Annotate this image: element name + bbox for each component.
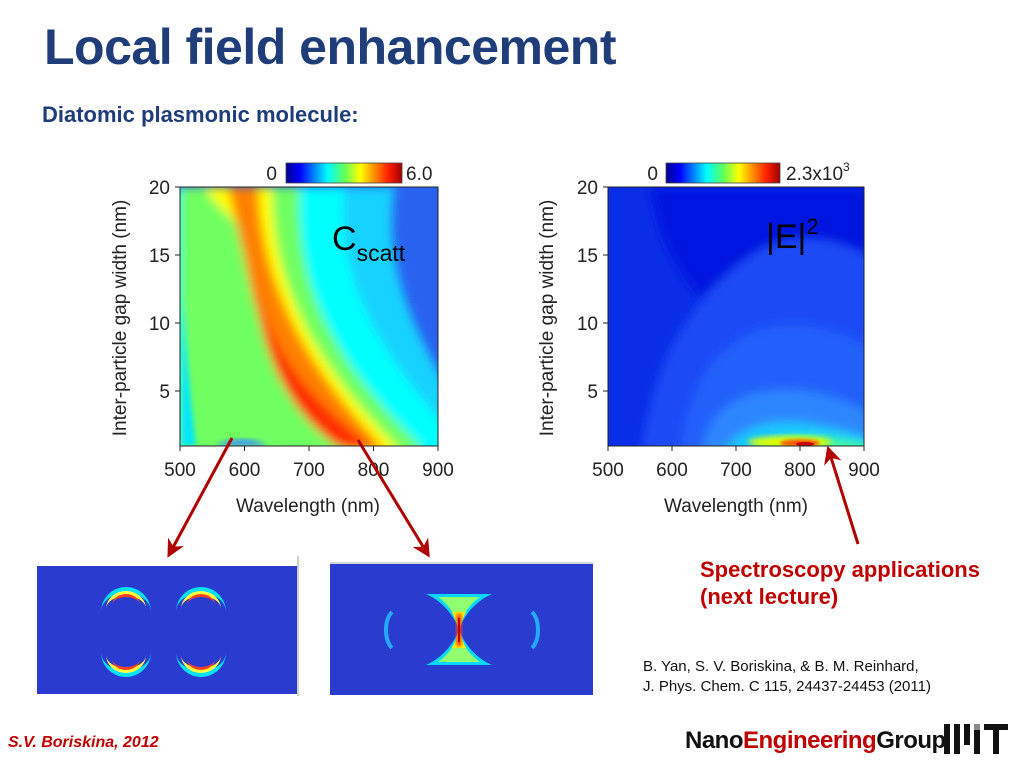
cscatt-xtick: 700 xyxy=(293,460,325,481)
citation: B. Yan, S. V. Boriskina, & B. M. Reinhar… xyxy=(643,657,931,697)
cscatt-colorbar xyxy=(285,162,403,184)
group-wordmark-engineering: Engineering xyxy=(743,727,877,754)
crescent-bottom-left xyxy=(101,652,151,677)
field-xtick: 900 xyxy=(848,460,880,481)
cscatt-ylabel: Inter-particle gap width (nm) xyxy=(110,200,131,437)
cscatt-colorbar-min: 0 xyxy=(266,164,277,185)
arrow-to-crescent-map xyxy=(167,437,234,558)
field-plot-area xyxy=(608,187,864,446)
field-xlabel: Wavelength (nm) xyxy=(664,496,808,517)
group-wordmark-nano: Nano xyxy=(685,727,744,754)
field-colorbar-max: 2.3x103 xyxy=(786,160,850,185)
cscatt-ytick: 10 xyxy=(149,314,170,335)
arrow-to-field-hotspot xyxy=(824,445,860,545)
field-colorbar-max-base: 2.3x10 xyxy=(786,164,843,185)
field-colorbar-max-exp: 3 xyxy=(843,160,850,174)
field-ylabel: Inter-particle gap width (nm) xyxy=(537,200,558,437)
cscatt-xtick: 900 xyxy=(422,460,454,481)
field-heatmap: 500 600 700 800 900 5 10 15 20 Wavelengt… xyxy=(537,160,880,517)
field-colorbar-min: 0 xyxy=(647,164,658,185)
cscatt-xtick: 500 xyxy=(164,460,196,481)
field-title-sup: 2 xyxy=(806,214,818,239)
field-xtick: 500 xyxy=(592,460,624,481)
nearfield-map-gap xyxy=(330,562,593,695)
cscatt-colorbar-max: 6.0 xyxy=(406,164,432,185)
field-title-main: |E| xyxy=(766,218,806,256)
cscatt-heatmap: 500 600 700 800 900 5 10 15 20 Wavelengt… xyxy=(110,162,454,517)
mit-logo xyxy=(944,724,1008,754)
slide-subtitle: Diatomic plasmonic molecule: xyxy=(42,102,359,127)
field-ytick: 20 xyxy=(577,178,598,199)
cscatt-ytick: 20 xyxy=(149,178,170,199)
field-ytick: 15 xyxy=(577,246,598,267)
cscatt-ytick: 15 xyxy=(149,246,170,267)
nearfield-map-crescents xyxy=(37,556,299,696)
spectroscopy-note-line1: Spectroscopy applications xyxy=(700,557,980,582)
cscatt-axis-ticks xyxy=(175,186,439,451)
gap-hotspot xyxy=(426,594,492,665)
field-colorbar xyxy=(665,162,781,184)
citation-line1: B. Yan, S. V. Boriskina, & B. M. Reinhar… xyxy=(643,658,919,675)
arrow-to-gap-map xyxy=(356,439,430,558)
citation-line2: J. Phys. Chem. C 115, 24437-24453 (2011) xyxy=(643,678,931,695)
field-xtick: 600 xyxy=(656,460,688,481)
field-axis-ticks xyxy=(603,186,865,451)
pointer-arrows xyxy=(167,437,860,558)
gap-side-left xyxy=(384,610,394,650)
cscatt-xtick: 600 xyxy=(229,460,261,481)
crescent-bottom-right xyxy=(176,652,226,677)
field-ytick: 10 xyxy=(577,314,598,335)
crescent-top-left xyxy=(101,587,151,612)
field-title: |E|2 xyxy=(766,214,819,256)
field-xtick: 800 xyxy=(784,460,816,481)
cscatt-xlabel: Wavelength (nm) xyxy=(236,496,380,517)
field-ytick: 5 xyxy=(587,382,598,403)
spectroscopy-note-line2: (next lecture) xyxy=(700,584,839,609)
group-wordmark: NanoEngineeringGroup xyxy=(685,727,946,755)
cscatt-title: Cscatt xyxy=(332,220,406,266)
cscatt-ytick: 5 xyxy=(159,382,170,403)
spectroscopy-note: Spectroscopy applications (next lecture) xyxy=(700,556,980,610)
slide-title: Local field enhancement xyxy=(44,19,616,75)
gap-side-right xyxy=(530,610,540,650)
cscatt-plot-area xyxy=(180,187,438,446)
field-xtick: 700 xyxy=(720,460,752,481)
group-wordmark-group: Group xyxy=(876,727,946,754)
crescent-top-right xyxy=(176,587,226,612)
cscatt-title-main: C xyxy=(332,220,357,258)
author-credit: S.V. Boriskina, 2012 xyxy=(8,734,159,751)
cscatt-title-sub: scatt xyxy=(357,240,406,266)
